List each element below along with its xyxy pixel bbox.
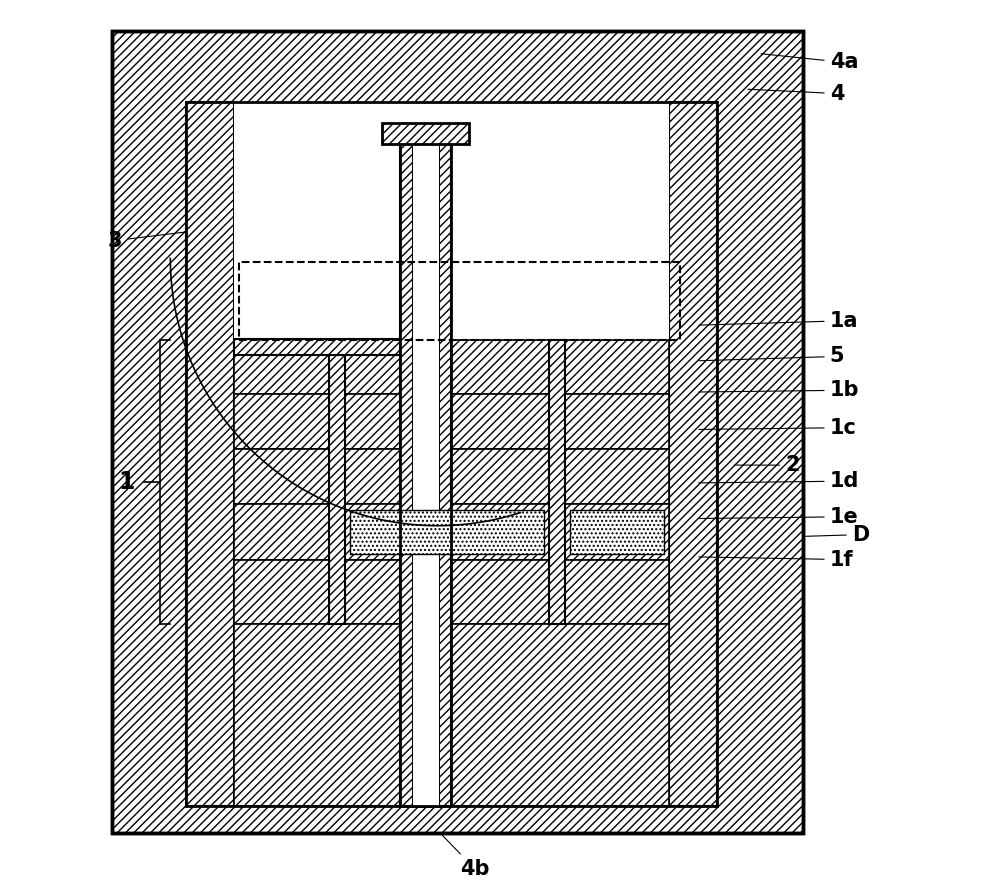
Bar bbox=[112, 31, 803, 833]
Bar bbox=[234, 624, 669, 806]
Bar bbox=[234, 560, 669, 624]
Bar bbox=[234, 504, 669, 560]
Bar bbox=[549, 340, 565, 624]
Bar bbox=[669, 102, 717, 806]
Bar bbox=[570, 510, 664, 554]
Bar bbox=[329, 340, 345, 624]
Bar bbox=[234, 394, 669, 449]
Text: 5: 5 bbox=[699, 347, 844, 366]
Text: 4: 4 bbox=[748, 84, 844, 103]
Bar bbox=[112, 31, 803, 833]
Text: 4a: 4a bbox=[761, 53, 858, 72]
Bar bbox=[186, 102, 717, 806]
Text: 1: 1 bbox=[118, 470, 135, 494]
Bar bbox=[234, 340, 669, 394]
Bar bbox=[186, 102, 717, 806]
Bar bbox=[382, 123, 469, 144]
Text: 4b: 4b bbox=[440, 832, 489, 879]
Text: 1f: 1f bbox=[699, 550, 853, 569]
Text: 1d: 1d bbox=[699, 471, 859, 491]
Text: D: D bbox=[806, 525, 869, 544]
Bar bbox=[186, 102, 234, 806]
Text: 1e: 1e bbox=[699, 507, 858, 527]
Bar bbox=[234, 449, 669, 504]
Bar bbox=[400, 143, 413, 806]
Text: 1a: 1a bbox=[699, 311, 858, 331]
Bar bbox=[234, 102, 669, 806]
Bar bbox=[350, 510, 544, 554]
Text: 3: 3 bbox=[108, 231, 185, 250]
Text: 2: 2 bbox=[734, 455, 800, 475]
Bar bbox=[234, 339, 400, 355]
Text: 1c: 1c bbox=[699, 418, 857, 437]
Bar bbox=[239, 262, 680, 340]
Text: 1b: 1b bbox=[699, 380, 859, 400]
Bar bbox=[413, 143, 439, 806]
Bar bbox=[400, 143, 451, 806]
Bar bbox=[439, 143, 451, 806]
